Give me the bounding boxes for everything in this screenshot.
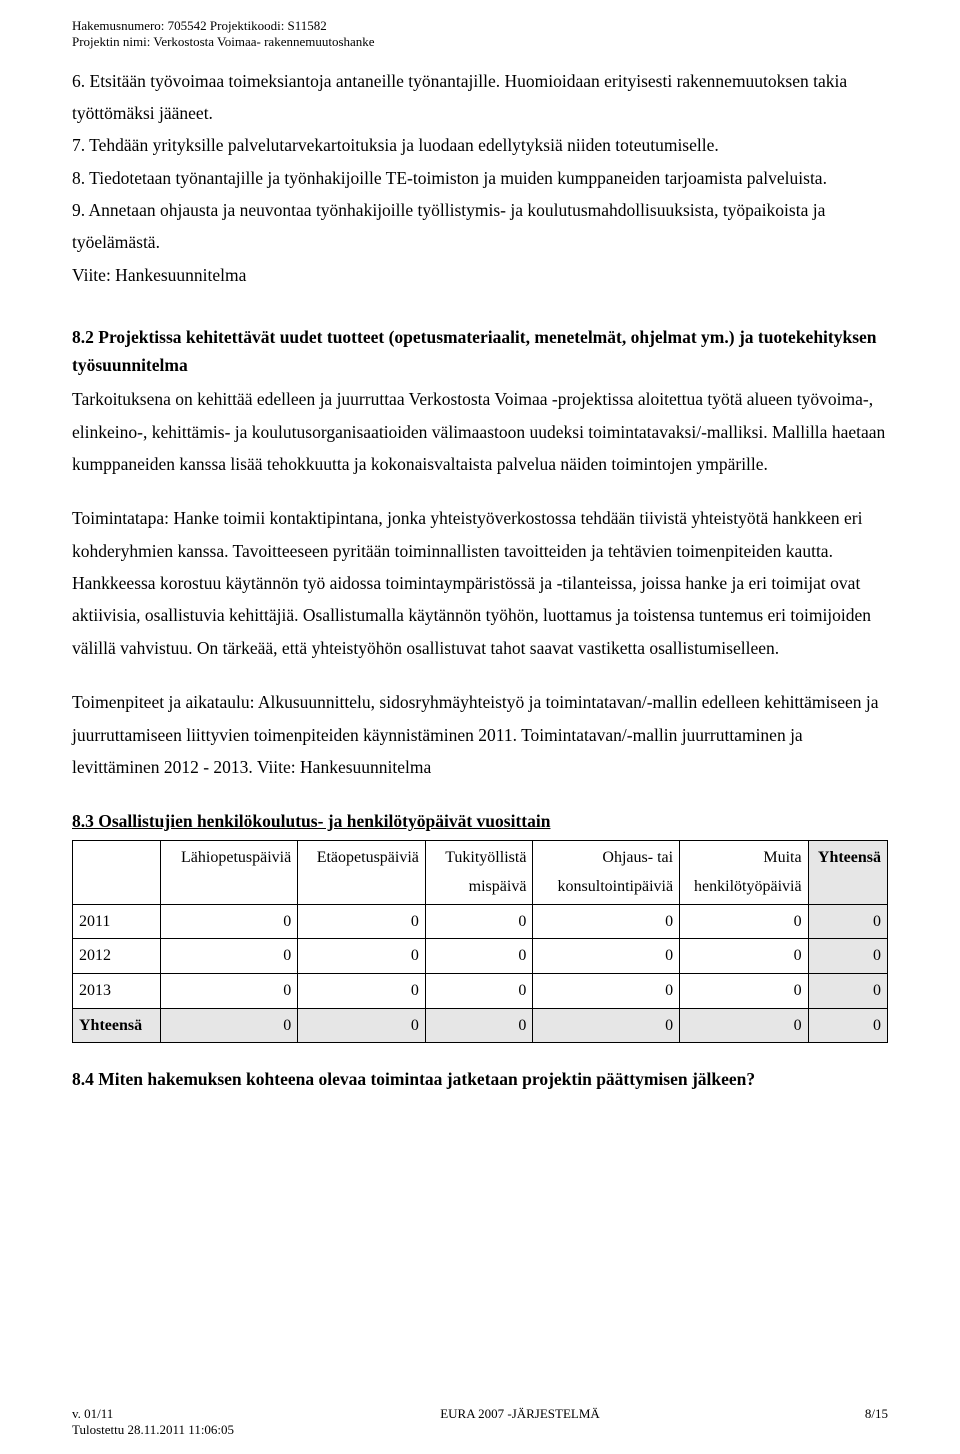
document-header: Hakemusnumero: 705542 Projektikoodi: S11… bbox=[72, 18, 888, 51]
cell: 0 bbox=[298, 974, 426, 1009]
col-tukityollista: Tukityöllistämispäivä bbox=[425, 840, 533, 904]
cell: 0 bbox=[160, 1008, 297, 1043]
cell-total: 0 bbox=[808, 1008, 887, 1043]
participants-table: Lähiopetuspäiviä Etäopetuspäiviä Tukityö… bbox=[72, 840, 888, 1044]
col-etaopetus: Etäopetuspäiviä bbox=[298, 840, 426, 904]
cell: 0 bbox=[425, 939, 533, 974]
footer-printed: Tulostettu 28.11.2011 11:06:05 bbox=[72, 1422, 888, 1438]
row-label: 2013 bbox=[73, 974, 161, 1009]
col-blank bbox=[73, 840, 161, 904]
cell: 0 bbox=[680, 939, 809, 974]
cell: 0 bbox=[425, 974, 533, 1009]
list-item-6: 6. Etsitään työvoimaa toimeksiantoja ant… bbox=[72, 65, 888, 130]
table-row: 2011 0 0 0 0 0 0 bbox=[73, 904, 888, 939]
cell: 0 bbox=[533, 904, 680, 939]
cell: 0 bbox=[533, 974, 680, 1009]
col-ohjaus: Ohjaus- taikonsultointipäiviä bbox=[533, 840, 680, 904]
table-row: 2012 0 0 0 0 0 0 bbox=[73, 939, 888, 974]
list-item-viite: Viite: Hankesuunnitelma bbox=[72, 259, 888, 291]
cell: 0 bbox=[680, 1008, 809, 1043]
header-line-1: Hakemusnumero: 705542 Projektikoodi: S11… bbox=[72, 18, 888, 34]
row-label: 2011 bbox=[73, 904, 161, 939]
footer-page-number: 8/15 bbox=[768, 1406, 888, 1422]
cell: 0 bbox=[298, 1008, 426, 1043]
list-item-7: 7. Tehdään yrityksille palvelutarvekarto… bbox=[72, 129, 888, 161]
page-footer: v. 01/11 EURA 2007 -JÄRJESTELMÄ 8/15 Tul… bbox=[72, 1406, 888, 1438]
section-8-2-para-3: Toimenpiteet ja aikataulu: Alkusuunnitte… bbox=[72, 686, 888, 783]
section-8-4-heading: 8.4 Miten hakemuksen kohteena olevaa toi… bbox=[72, 1063, 888, 1095]
row-total-label: Yhteensä bbox=[73, 1008, 161, 1043]
footer-version: v. 01/11 bbox=[72, 1406, 272, 1422]
cell: 0 bbox=[425, 1008, 533, 1043]
section-8-2-heading: 8.2 Projektissa kehitettävät uudet tuott… bbox=[72, 323, 888, 379]
cell: 0 bbox=[533, 939, 680, 974]
page: Hakemusnumero: 705542 Projektikoodi: S11… bbox=[0, 0, 960, 1454]
cell-total: 0 bbox=[808, 974, 887, 1009]
section-8-3-heading: 8.3 Osallistujien henkilökoulutus- ja he… bbox=[72, 805, 888, 837]
table-header-row: Lähiopetuspäiviä Etäopetuspäiviä Tukityö… bbox=[73, 840, 888, 904]
list-item-8: 8. Tiedotetaan työnantajille ja työnhaki… bbox=[72, 162, 888, 194]
cell: 0 bbox=[680, 904, 809, 939]
cell: 0 bbox=[298, 904, 426, 939]
cell-total: 0 bbox=[808, 939, 887, 974]
col-muita: Muitahenkilötyöpäiviä bbox=[680, 840, 809, 904]
cell: 0 bbox=[533, 1008, 680, 1043]
cell: 0 bbox=[425, 904, 533, 939]
col-yhteensa: Yhteensä bbox=[808, 840, 887, 904]
table-row: 2013 0 0 0 0 0 0 bbox=[73, 974, 888, 1009]
cell: 0 bbox=[298, 939, 426, 974]
cell-total: 0 bbox=[808, 904, 887, 939]
cell: 0 bbox=[160, 939, 297, 974]
section-8-2-para-2: Toimintatapa: Hanke toimii kontaktipinta… bbox=[72, 502, 888, 664]
numbered-list: 6. Etsitään työvoimaa toimeksiantoja ant… bbox=[72, 65, 888, 292]
list-item-9: 9. Annetaan ohjausta ja neuvontaa työnha… bbox=[72, 194, 888, 259]
section-8-2-para-1: Tarkoituksena on kehittää edelleen ja ju… bbox=[72, 383, 888, 480]
cell: 0 bbox=[680, 974, 809, 1009]
row-label: 2012 bbox=[73, 939, 161, 974]
cell: 0 bbox=[160, 904, 297, 939]
document-body: 6. Etsitään työvoimaa toimeksiantoja ant… bbox=[72, 65, 888, 1096]
cell: 0 bbox=[160, 974, 297, 1009]
col-lahiopetus: Lähiopetuspäiviä bbox=[160, 840, 297, 904]
table-total-row: Yhteensä 0 0 0 0 0 0 bbox=[73, 1008, 888, 1043]
header-line-2: Projektin nimi: Verkostosta Voimaa- rake… bbox=[72, 34, 888, 50]
footer-system: EURA 2007 -JÄRJESTELMÄ bbox=[272, 1406, 768, 1422]
